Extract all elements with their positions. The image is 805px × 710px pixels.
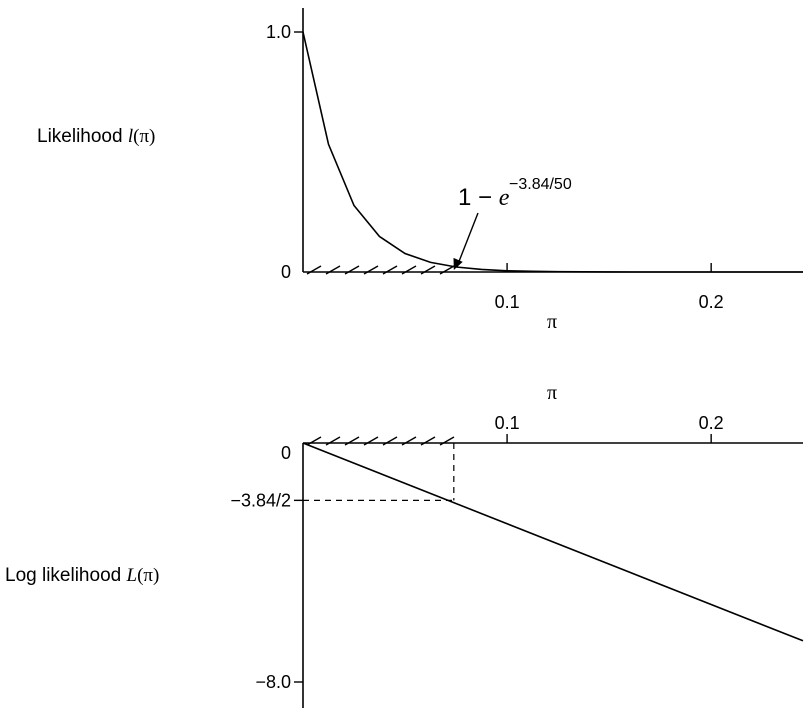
annotation-arrow-head (453, 257, 463, 270)
log-likelihood-hatch-mark (382, 436, 398, 446)
log-likelihood-hatch-mark (439, 436, 455, 446)
likelihood-hatch-mark (439, 265, 455, 275)
likelihood-y-label-arg: π (139, 126, 149, 147)
likelihood-y-label-open: ( (133, 126, 139, 147)
likelihood-y-tick-label-0: 0 (281, 262, 291, 282)
log-likelihood-x-tick-label-1: 0.2 (699, 413, 724, 433)
likelihood-y-tick-label-1: 1.0 (266, 22, 291, 42)
likelihood-annotation: 1 − e −3.84/50 (453, 176, 572, 270)
annotation-e: e (499, 185, 510, 211)
likelihood-ticks: 0.1 0.2 0 1.0 (266, 22, 724, 312)
likelihood-x-tick-label-0: 0.1 (495, 292, 520, 312)
likelihood-y-label: Likelihood l(π) (37, 126, 155, 147)
likelihood-hatched-interval (306, 265, 455, 275)
log-likelihood-hatch-mark (325, 436, 341, 446)
log-likelihood-y-label-prefix: Log likelihood (5, 565, 126, 586)
annotation-arrow-shaft (456, 212, 479, 268)
likelihood-hatch-mark (363, 265, 379, 275)
likelihood-hatch-mark (382, 265, 398, 275)
log-likelihood-hatch-mark (420, 436, 436, 446)
log-likelihood-hatch-mark (306, 436, 322, 446)
likelihood-hatch-mark (344, 265, 360, 275)
log-likelihood-y-label-open: ( (137, 565, 143, 586)
likelihood-hatch-mark (325, 265, 341, 275)
log-likelihood-reference-lines (303, 443, 455, 501)
likelihood-hatch-mark (420, 265, 436, 275)
annotation-base: 1 − (458, 184, 499, 211)
log-likelihood-hatch-mark (363, 436, 379, 446)
log-likelihood-y-label: Log likelihood L(π) (5, 565, 159, 586)
likelihood-y-label-prefix: Likelihood (37, 126, 128, 147)
likelihood-hatch-mark (401, 265, 417, 275)
log-likelihood-hatch-mark (344, 436, 360, 446)
log-likelihood-y-tick-label-2: −8.0 (255, 672, 291, 692)
likelihood-panel: 0.1 0.201.0 Likelihood l(π) π 1 − e −3.84… (37, 8, 803, 333)
likelihood-x-tick-label-1: 0.2 (699, 292, 724, 312)
log-likelihood-y-label-func: L (125, 565, 137, 586)
log-likelihood-y-label-arg: π (143, 565, 153, 586)
log-likelihood-ticks: 0.1 0.2 0 −3.84/2 −8.0 (230, 413, 723, 692)
log-likelihood-y-tick-label-1: −3.84/2 (230, 490, 291, 510)
likelihood-y-label-func: l (128, 126, 133, 147)
log-likelihood-panel: 0.1 0.20−3.84/2−8.0 Log likelihood L(π) π (5, 382, 804, 708)
log-likelihood-hatch-mark (401, 436, 417, 446)
log-likelihood-x-label: π (547, 382, 557, 404)
likelihood-y-label-close: ) (149, 126, 155, 147)
annotation-text: 1 − e (458, 184, 510, 211)
annotation-arrow (453, 212, 479, 270)
annotation-superscript: −3.84/50 (509, 176, 572, 193)
log-likelihood-hatched-interval (306, 436, 455, 446)
log-likelihood-y-tick-label-0: 0 (281, 443, 291, 463)
log-likelihood-y-label-close: ) (153, 565, 159, 586)
log-likelihood-x-tick-label-0: 0.1 (495, 413, 520, 433)
likelihood-hatch-mark (306, 265, 322, 275)
log-likelihood-line (302, 442, 804, 642)
likelihood-curve (302, 31, 803, 273)
log-likelihood-y-label-text: Log likelihood L(π) (5, 565, 159, 586)
likelihood-y-label-text: Likelihood l(π) (37, 126, 155, 147)
likelihood-x-label: π (547, 311, 557, 333)
